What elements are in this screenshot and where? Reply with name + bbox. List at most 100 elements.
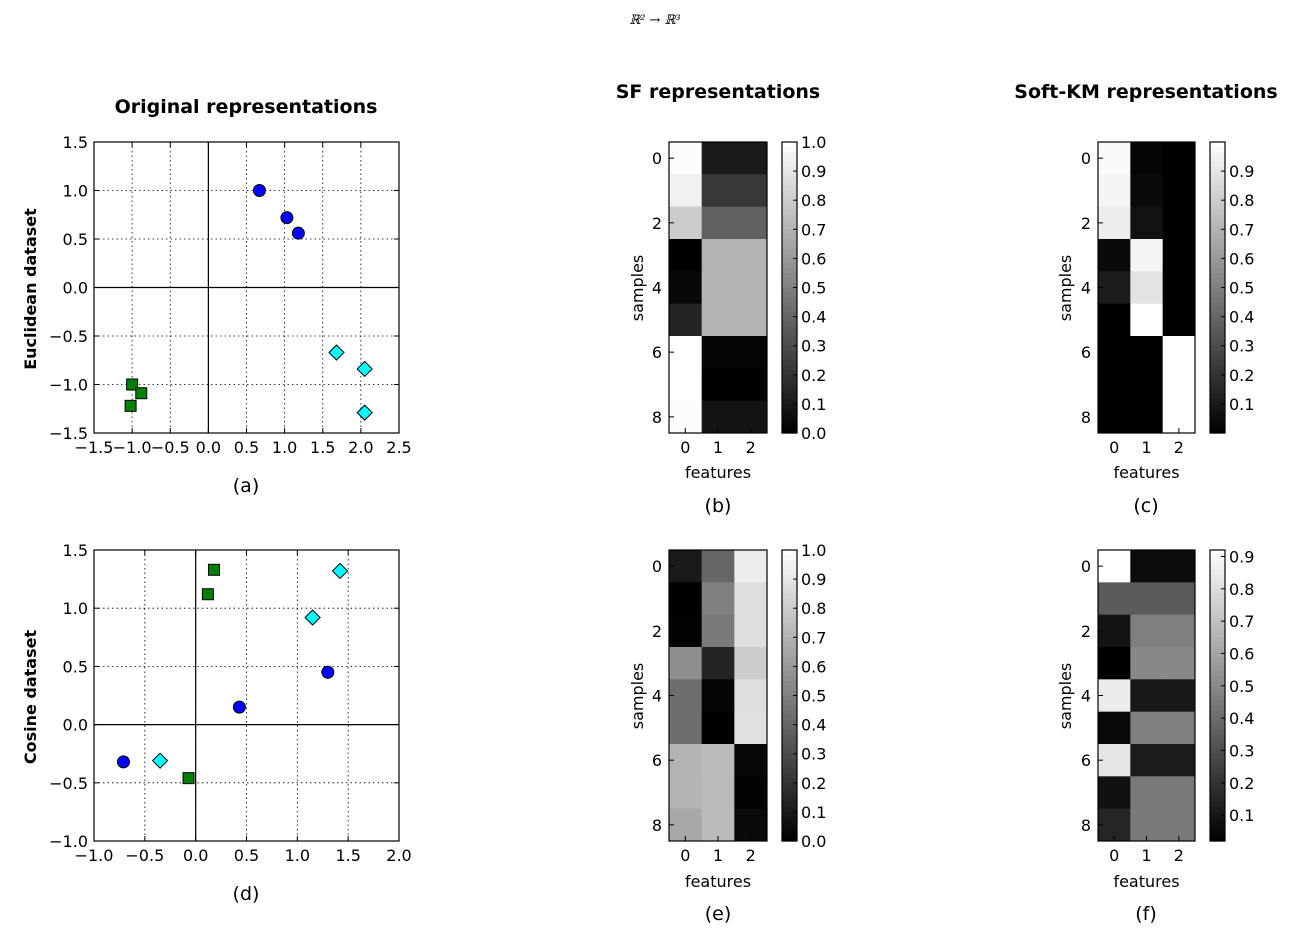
colorbar-segment — [1210, 297, 1225, 303]
heatmap-cell — [669, 744, 703, 777]
colorbar-segment — [782, 229, 797, 235]
colorbar-segment — [1210, 579, 1225, 585]
colorbar-tick-label: 0.8 — [801, 599, 826, 618]
heatmap-cell — [1162, 647, 1196, 680]
y-tick-label: 8 — [1081, 408, 1091, 427]
scatter-point-circle — [116, 755, 130, 769]
colorbar-tick-label: 0.3 — [801, 337, 826, 356]
colorbar-segment — [1210, 360, 1225, 366]
colorbar-segment — [782, 306, 797, 313]
heatmap-cell — [701, 142, 735, 175]
colorbar-tick-label: 0.2 — [1229, 774, 1254, 793]
x-tick-label: 0 — [1109, 438, 1119, 457]
heatmap-cell — [701, 744, 735, 777]
colorbar-segment — [782, 374, 797, 381]
heatmap-cell — [701, 550, 735, 583]
heatmap-cell — [1130, 744, 1164, 777]
colorbar-segment — [782, 719, 797, 726]
x-tick-label: −0.5 — [151, 438, 190, 457]
heatmap-cell — [734, 614, 768, 648]
x-tick-label: 0 — [1109, 846, 1119, 865]
heatmap-cell — [701, 303, 735, 337]
colorbar-segment — [782, 403, 797, 410]
y-tick-label: 2 — [652, 622, 662, 641]
colorbar-segment — [1210, 219, 1225, 226]
colorbar-segment — [1210, 156, 1225, 162]
x-tick-label: 0.5 — [234, 438, 259, 457]
colorbar-tick-label: 0.3 — [1229, 337, 1254, 356]
heatmap-cell — [1162, 206, 1196, 240]
colorbar-segment — [782, 666, 797, 672]
y-tick-label: 4 — [652, 687, 662, 706]
colorbar-segment — [1210, 554, 1225, 561]
colorbar-segment — [1210, 642, 1225, 648]
colorbar-segment — [782, 705, 797, 711]
y-tick-label: −1.0 — [49, 832, 88, 851]
heatmap-cell — [734, 647, 768, 680]
x-tick-label: 2 — [1174, 438, 1184, 457]
colorbar-segment — [1210, 583, 1225, 590]
colorbar-segment — [782, 579, 797, 585]
x-tick-label: 0.0 — [196, 438, 221, 457]
colorbar-segment — [1210, 777, 1225, 784]
colorbar-segment — [1210, 705, 1225, 711]
colorbar-tick-label: 0.1 — [1229, 395, 1254, 414]
colorbar-segment — [782, 710, 797, 716]
y-tick-label: 1.0 — [63, 182, 88, 201]
colorbar-segment — [1210, 753, 1225, 760]
y-tick-label: 1.5 — [63, 541, 88, 560]
colorbar-segment — [1210, 758, 1225, 764]
colorbar-tick-label: 0.1 — [801, 803, 826, 822]
colorbar-segment — [1210, 374, 1225, 381]
colorbar-segment — [1210, 326, 1225, 332]
subplot-label: (d) — [233, 883, 260, 905]
heatmap-cell — [669, 206, 703, 240]
colorbar-segment — [1210, 559, 1225, 566]
colorbar-segment — [1210, 763, 1225, 769]
colorbar-segment — [782, 171, 797, 177]
colorbar-segment — [782, 574, 797, 580]
colorbar-segment — [782, 613, 797, 619]
colorbar-segment — [782, 156, 797, 162]
heatmap-cell — [1098, 647, 1131, 680]
heatmap-cell — [734, 711, 768, 745]
colorbar-segment — [1210, 302, 1225, 308]
heatmap-cell — [701, 711, 735, 745]
colorbar-segment — [1210, 826, 1225, 832]
colorbar-segment — [782, 190, 797, 196]
y-tick-label: 4 — [652, 279, 662, 298]
colorbar-segment — [1210, 656, 1225, 663]
colorbar-segment — [782, 297, 797, 303]
heatmap-cell — [1130, 336, 1164, 369]
heatmap-cell — [734, 239, 768, 272]
colorbar-segment — [1210, 802, 1225, 808]
heatmap-cell — [701, 206, 735, 240]
colorbar-segment — [782, 714, 797, 721]
colorbar-segment — [782, 219, 797, 226]
colorbar-tick-label: 0.7 — [801, 220, 826, 239]
colorbar-segment — [1210, 734, 1225, 740]
scatter-point-square — [135, 387, 148, 400]
x-tick-label: 2 — [746, 438, 756, 457]
scatter-point-square — [201, 588, 214, 601]
colorbar-segment — [1210, 598, 1225, 604]
colorbar-segment — [1210, 185, 1225, 192]
colorbar-segment — [782, 831, 797, 837]
colorbar-segment — [1210, 292, 1225, 298]
colorbar-segment — [1210, 190, 1225, 196]
subplot-label: (b) — [705, 495, 732, 517]
x-tick-label: 1 — [1141, 846, 1151, 865]
heatmap-cell — [1098, 336, 1131, 369]
colorbar-segment — [1210, 729, 1225, 735]
colorbar-tick-label: 0.2 — [1229, 366, 1254, 385]
heatmap-cell — [734, 174, 768, 208]
y-tick-label: 1.5 — [63, 133, 88, 152]
heatmap-cell — [1162, 679, 1196, 713]
colorbar-segment — [1210, 306, 1225, 313]
colorbar-segment — [1210, 355, 1225, 361]
colorbar-segment — [782, 365, 797, 371]
colorbar-segment — [1210, 209, 1225, 216]
heatmap-cell — [1162, 174, 1196, 208]
colorbar-tick-label: 0.4 — [801, 716, 826, 735]
colorbar-segment — [1210, 719, 1225, 726]
